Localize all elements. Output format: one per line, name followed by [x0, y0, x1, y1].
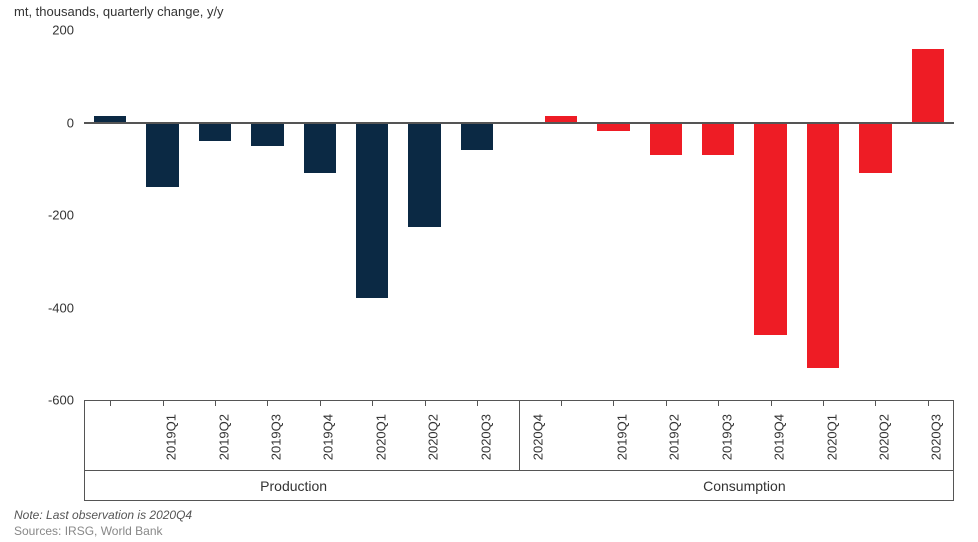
bar — [912, 49, 944, 123]
ytick-label: -400 — [14, 300, 74, 315]
bar — [461, 123, 493, 151]
bar — [251, 123, 283, 146]
group-label: Production — [194, 478, 394, 494]
xtick-label: 2019Q1 — [614, 414, 629, 460]
bar — [597, 123, 629, 131]
bar — [146, 123, 178, 188]
outer-axis — [84, 500, 954, 501]
bar — [702, 123, 734, 155]
xtick-label: 2020Q1 — [824, 414, 839, 460]
axis-end-tick — [953, 400, 954, 500]
plot-area: -600-400-20002002019Q12019Q22019Q32019Q4… — [84, 30, 954, 400]
ytick-label: 200 — [14, 23, 74, 38]
chart-note: Note: Last observation is 2020Q4 — [14, 508, 192, 522]
chart-sources: Sources: IRSG, World Bank — [14, 524, 163, 538]
ytick-label: -600 — [14, 393, 74, 408]
ytick-label: 0 — [14, 115, 74, 130]
group-separator — [519, 400, 520, 470]
bar — [807, 123, 839, 368]
xtick-label: 2020Q3 — [478, 414, 493, 460]
xtick-label: 2019Q4 — [321, 414, 336, 460]
bar — [356, 123, 388, 299]
chart-container: mt, thousands, quarterly change, y/y -60… — [0, 0, 978, 542]
bar — [199, 123, 231, 142]
group-label: Consumption — [644, 478, 844, 494]
bar — [650, 123, 682, 155]
group-axis — [84, 470, 954, 471]
bar — [304, 123, 336, 174]
xtick-label: 2020Q1 — [373, 414, 388, 460]
xtick-label: 2020Q2 — [876, 414, 891, 460]
xtick-label: 2020Q3 — [929, 414, 944, 460]
axis-end-tick — [84, 400, 85, 500]
xtick-label: 2019Q2 — [216, 414, 231, 460]
zero-axis — [84, 122, 954, 124]
xtick-label: 2019Q4 — [771, 414, 786, 460]
chart-subtitle: mt, thousands, quarterly change, y/y — [14, 4, 224, 19]
xtick-label: 2020Q2 — [426, 414, 441, 460]
xtick-label: 2020Q4 — [530, 414, 545, 460]
ytick-label: -200 — [14, 208, 74, 223]
bar — [754, 123, 786, 336]
xtick-label: 2019Q1 — [163, 414, 178, 460]
xtick-label: 2019Q3 — [268, 414, 283, 460]
xtick-label: 2019Q3 — [719, 414, 734, 460]
bar — [859, 123, 891, 174]
bar — [408, 123, 440, 227]
xtick-label: 2019Q2 — [667, 414, 682, 460]
